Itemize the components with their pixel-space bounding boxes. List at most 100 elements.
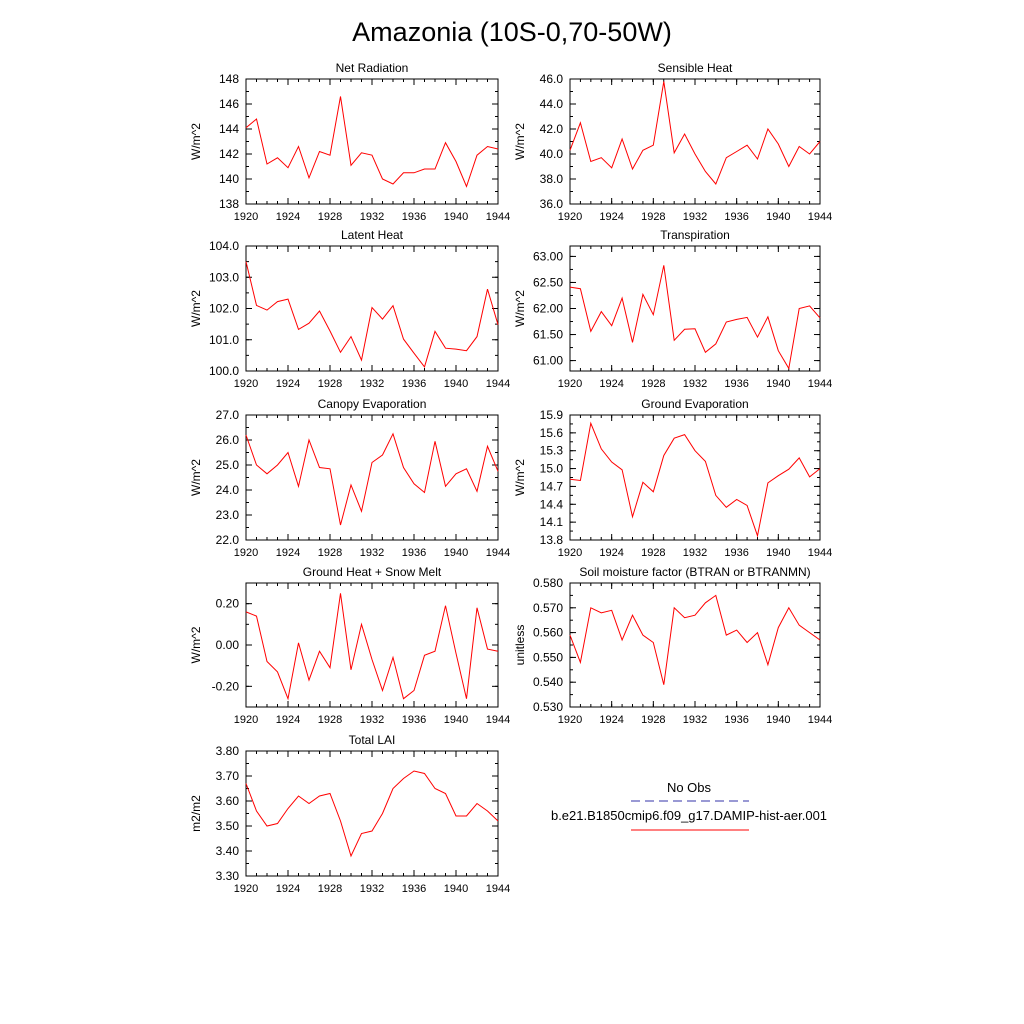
series-line (245, 770, 499, 858)
y-tick-label: 38.0 (540, 172, 564, 186)
legend: No Obs b.e21.B1850cmip6.f09_g17.DAMIP-hi… (551, 780, 827, 831)
y-tick-label: 3.40 (216, 844, 240, 858)
y-tick-label: 23.0 (216, 508, 240, 522)
plot-frame (245, 750, 499, 877)
y-tick-label: 44.0 (540, 97, 564, 111)
y-tick-label: 100.0 (209, 364, 239, 378)
x-tick-label: 1940 (444, 547, 468, 559)
y-tick-label: 36.0 (540, 197, 564, 211)
x-tick-label: 1936 (402, 547, 426, 559)
panel-9: Total LAI m2/m2 1920 1924 1928 1932 1936 1940 19… (189, 733, 510, 895)
x-tick-label: 1924 (276, 547, 300, 559)
y-tick-label: 3.60 (216, 794, 240, 808)
y-tick-label: 62.50 (533, 275, 563, 289)
panel-7: Ground Heat + Snow Melt W/m^2 1920 1924 1928… (189, 565, 510, 726)
y-tick-label: 0.00 (216, 638, 240, 652)
x-tick-label: 1936 (402, 714, 426, 726)
series-line (569, 265, 821, 370)
x-tick-label: 1944 (808, 211, 832, 223)
y-tick-label: 42.0 (540, 122, 564, 136)
x-tick-label: 1928 (318, 211, 342, 223)
x-tick-label: 1928 (318, 714, 342, 726)
y-tick-label: 63.00 (533, 249, 563, 263)
y-tick-label: 104.0 (209, 239, 239, 253)
plot-frame (245, 414, 499, 541)
x-tick-label: 1936 (402, 883, 426, 895)
y-tick-label: 103.0 (209, 270, 239, 284)
y-tick-label: 27.0 (216, 408, 240, 422)
legend-obs-label: No Obs (667, 780, 712, 795)
x-tick-label: 1944 (486, 547, 510, 559)
x-tick-label: 1936 (724, 211, 748, 223)
panel-3: Latent Heat W/m^2 1920 1924 1928 1932 1936 1940… (189, 228, 510, 390)
x-tick-label: 1924 (276, 211, 300, 223)
y-tick-label: 46.0 (540, 72, 564, 86)
y-tick-label: 0.570 (533, 601, 563, 615)
x-tick-label: 1940 (766, 378, 790, 390)
y-tick-label: 14.1 (540, 515, 564, 529)
x-tick-label: 1944 (808, 547, 832, 559)
y-tick-label: 24.0 (216, 483, 240, 497)
x-tick-label: 1924 (599, 378, 623, 390)
x-tick-label: 1944 (808, 714, 832, 726)
x-tick-label: 1928 (318, 883, 342, 895)
x-tick-label: 1932 (360, 211, 384, 223)
x-tick-label: 1940 (766, 211, 790, 223)
x-tick-label: 1940 (444, 714, 468, 726)
x-tick-label: 1932 (683, 547, 707, 559)
series-line (245, 593, 499, 701)
y-axis-label: W/m^2 (189, 459, 203, 496)
y-tick-label: 15.0 (540, 462, 564, 476)
x-tick-label: 1920 (234, 714, 258, 726)
x-tick-label: 1920 (558, 714, 582, 726)
series-line (569, 594, 821, 685)
panel-title: Total LAI (349, 733, 396, 747)
x-tick-label: 1920 (234, 211, 258, 223)
y-tick-label: 0.580 (533, 576, 563, 590)
panel-title: Ground Heat + Snow Melt (303, 565, 442, 579)
y-tick-label: 26.0 (216, 433, 240, 447)
y-tick-label: 3.70 (216, 769, 240, 783)
y-tick-label: 0.540 (533, 675, 563, 689)
y-tick-label: 62.00 (533, 302, 563, 316)
legend-model-label: b.e21.B1850cmip6.f09_g17.DAMIP-hist-aer.… (551, 808, 827, 823)
x-tick-label: 1936 (724, 547, 748, 559)
x-tick-label: 1924 (599, 547, 623, 559)
x-tick-label: 1944 (486, 714, 510, 726)
series-line (569, 81, 821, 185)
figure-title: Amazonia (10S-0,70-50W) (352, 17, 672, 47)
x-tick-label: 1932 (360, 883, 384, 895)
panel-title: Net Radiation (336, 61, 409, 75)
plot-frame (569, 245, 821, 372)
x-tick-label: 1932 (683, 378, 707, 390)
x-tick-label: 1936 (724, 378, 748, 390)
y-tick-label: 144 (219, 122, 239, 136)
panel-title: Soil moisture factor (BTRAN or BTRANMN) (579, 565, 810, 579)
y-tick-label: 61.50 (533, 328, 563, 342)
y-tick-label: 140 (219, 172, 239, 186)
x-tick-label: 1944 (486, 211, 510, 223)
y-axis-label: W/m^2 (189, 626, 203, 663)
x-tick-label: 1928 (318, 378, 342, 390)
y-tick-label: 13.8 (540, 533, 564, 547)
x-tick-label: 1932 (683, 211, 707, 223)
x-tick-label: 1932 (360, 378, 384, 390)
x-tick-label: 1932 (683, 714, 707, 726)
y-axis-label: W/m^2 (513, 290, 527, 327)
x-tick-label: 1940 (444, 883, 468, 895)
y-tick-label: 25.0 (216, 458, 240, 472)
x-tick-label: 1932 (360, 547, 384, 559)
y-axis-label: m2/m2 (189, 795, 203, 832)
y-tick-label: 3.30 (216, 869, 240, 883)
x-tick-label: 1928 (641, 378, 665, 390)
x-tick-label: 1944 (808, 378, 832, 390)
y-tick-label: 0.20 (216, 597, 240, 611)
x-tick-label: 1940 (444, 211, 468, 223)
y-tick-label: 15.6 (540, 426, 564, 440)
y-tick-label: 14.7 (540, 479, 564, 493)
y-tick-label: -0.20 (212, 679, 240, 693)
y-tick-label: 15.9 (540, 408, 564, 422)
y-tick-label: 40.0 (540, 147, 564, 161)
y-tick-label: 138 (219, 197, 239, 211)
